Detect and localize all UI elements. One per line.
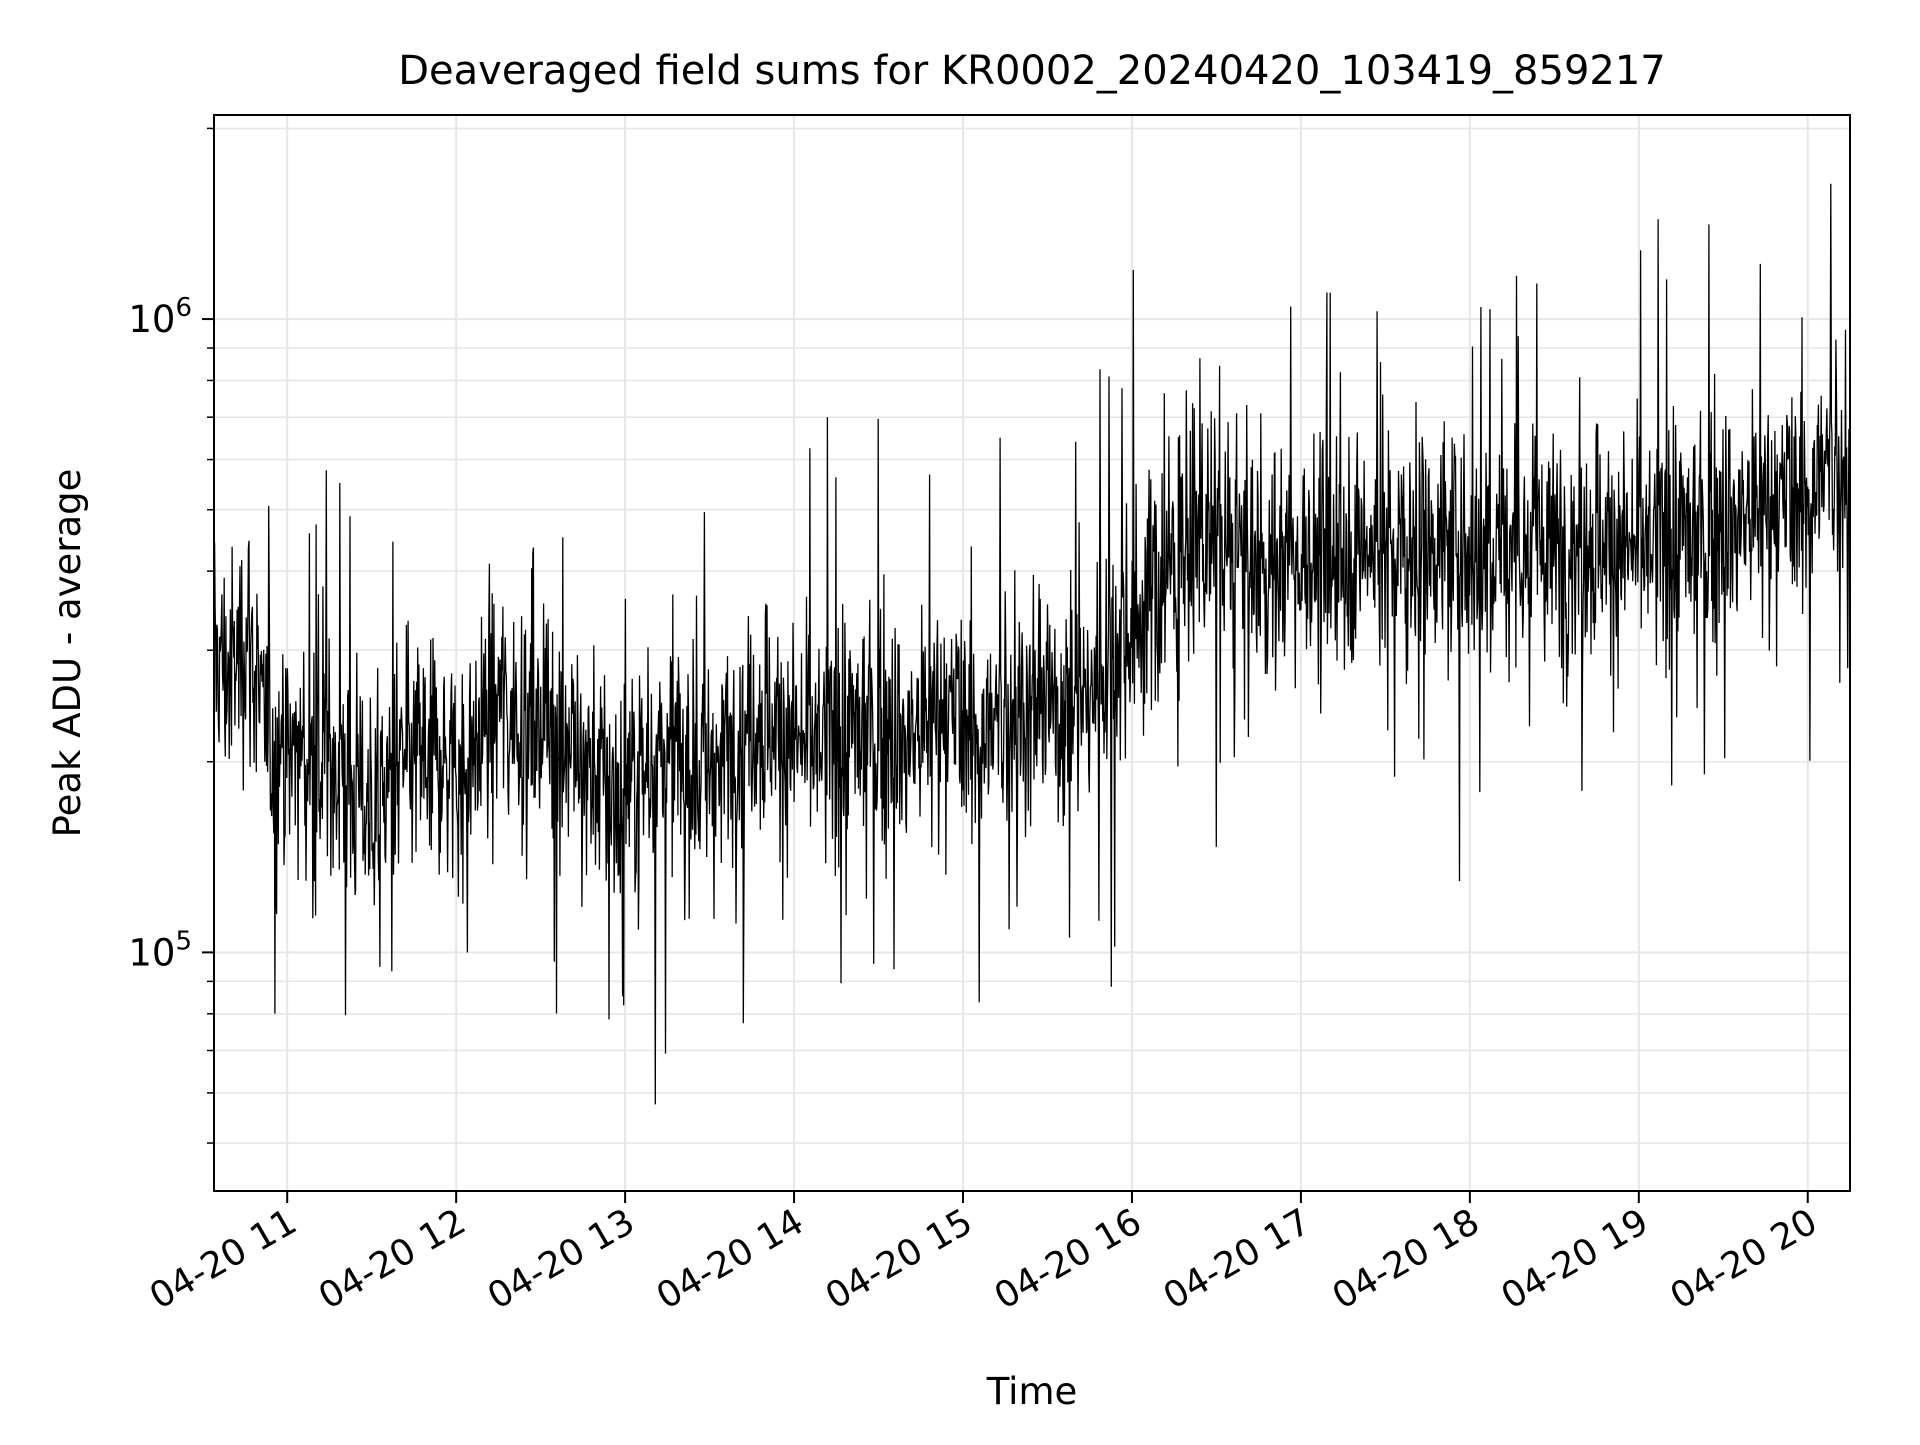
chart-title: Deaveraged field sums for KR0002_2024042… <box>398 48 1666 94</box>
x-axis-label: Time <box>986 1370 1078 1413</box>
series-line <box>214 183 1850 1105</box>
y-tick-label: 106 <box>128 293 192 341</box>
y-axis-label: Peak ADU - average <box>46 469 89 838</box>
plot-frame <box>213 114 1851 1192</box>
y-tick-exponent: 5 <box>175 926 192 956</box>
y-tick-base: 10 <box>128 931 175 974</box>
series-layer <box>214 183 1850 1105</box>
y-tick-label: 105 <box>128 926 192 974</box>
y-tick-base: 10 <box>128 298 175 341</box>
y-tick-exponent: 6 <box>175 293 192 323</box>
